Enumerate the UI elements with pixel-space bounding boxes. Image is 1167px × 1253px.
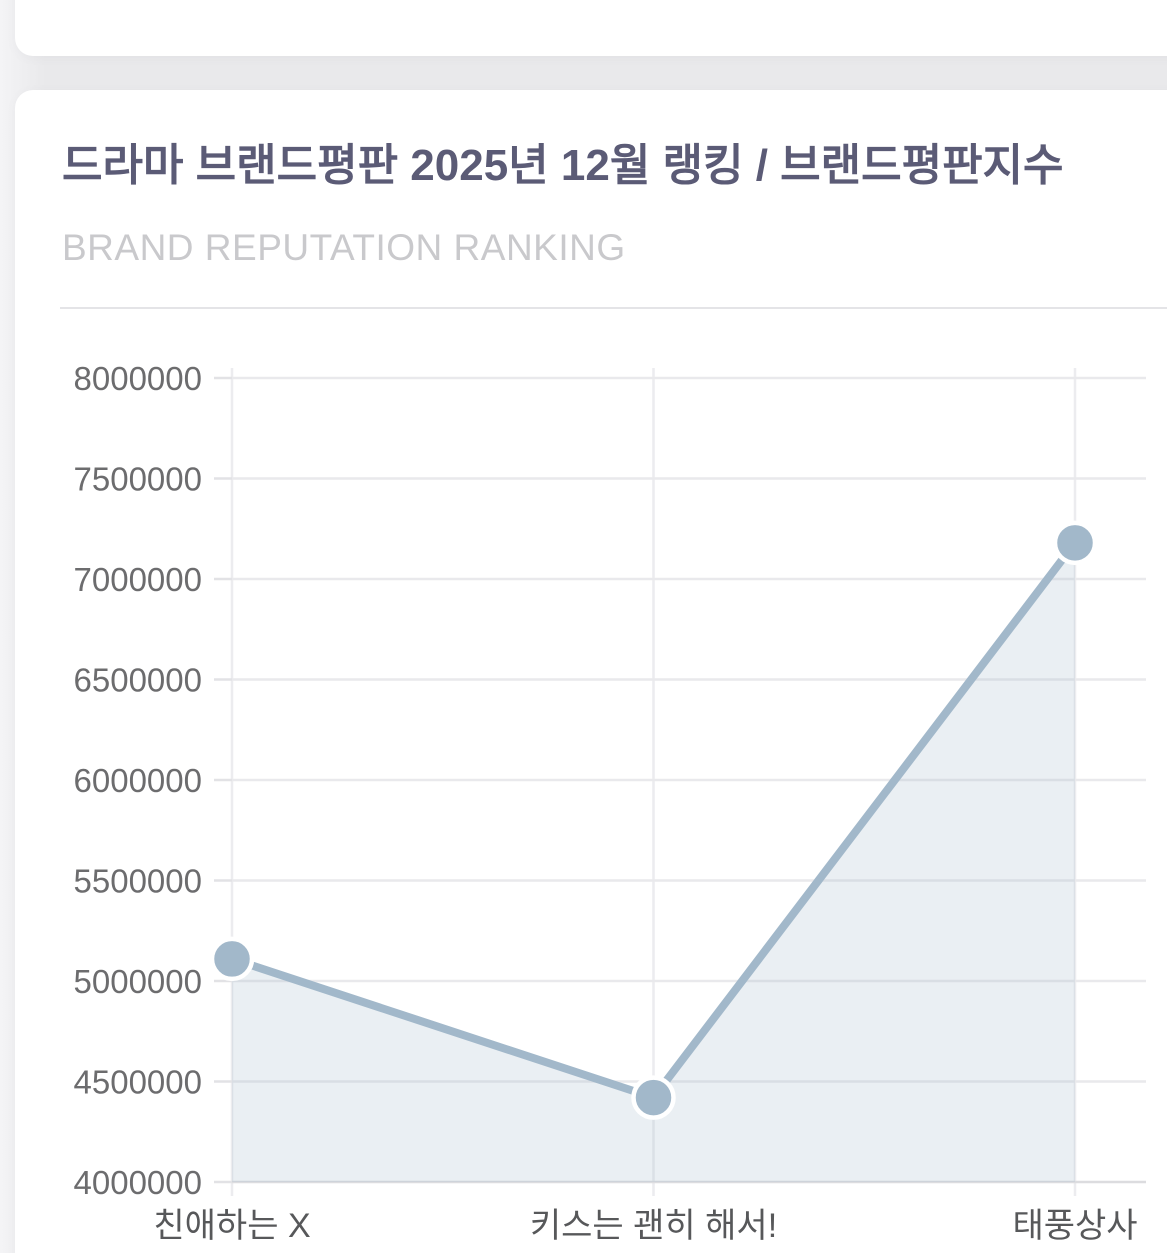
y-tick-label: 8000000 xyxy=(74,360,202,397)
y-tick-label: 7000000 xyxy=(74,561,202,598)
x-tick-label: 키스는 괜히 해서! xyxy=(530,1207,777,1245)
data-point-marker[interactable] xyxy=(631,1075,676,1120)
page-title-english: BRAND REPUTATION RANKING xyxy=(62,227,626,268)
data-point-marker[interactable] xyxy=(1052,520,1098,566)
y-tick-label: 6500000 xyxy=(74,662,202,699)
previous-card xyxy=(15,0,1167,56)
x-tick-label: 태풍상사 xyxy=(1012,1207,1137,1245)
page-title: 드라마 브랜드평판 2025년 12월 랭킹 / 브랜드평판지수 BRAND R… xyxy=(62,126,1117,288)
y-tick-label: 4500000 xyxy=(74,1064,202,1101)
y-tick-label: 7500000 xyxy=(74,461,202,498)
y-tick-label: 5000000 xyxy=(74,963,202,1000)
y-tick-label: 5500000 xyxy=(74,863,202,900)
data-point-marker[interactable] xyxy=(209,936,255,982)
page-title-korean: 드라마 브랜드평판 2025년 12월 랭킹 / 브랜드평판지수 xyxy=(62,141,1064,190)
y-tick-label: 6000000 xyxy=(74,762,202,799)
x-tick-label: 친애하는 X xyxy=(153,1207,310,1245)
area-fill xyxy=(232,542,1075,1182)
title-divider xyxy=(60,307,1167,309)
y-tick-label: 4000000 xyxy=(74,1164,202,1201)
